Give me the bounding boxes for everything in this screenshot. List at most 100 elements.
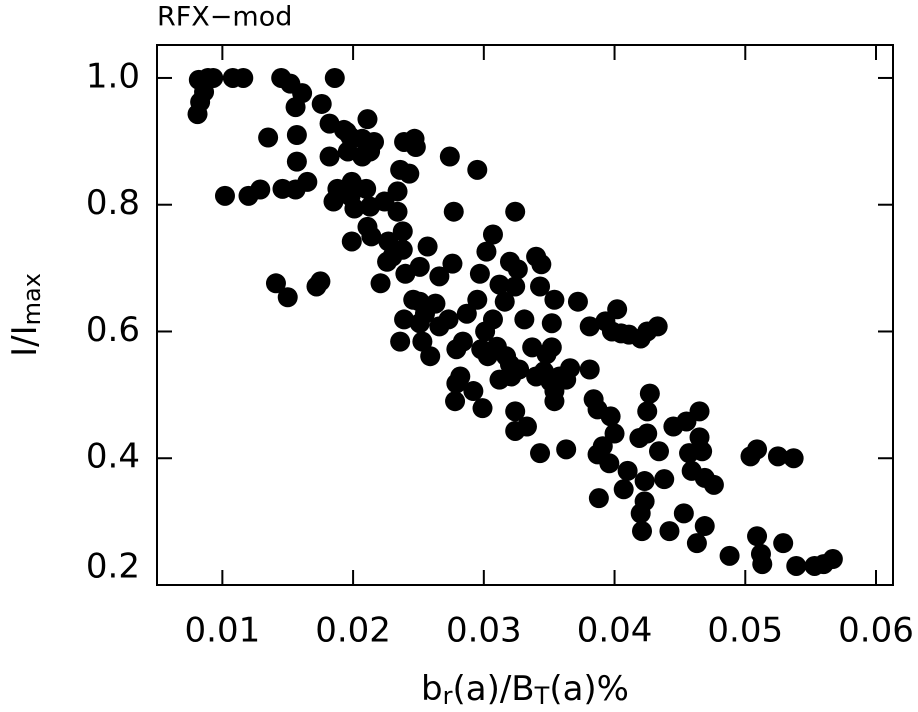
point xyxy=(686,533,707,554)
point xyxy=(233,67,254,88)
point xyxy=(617,460,638,481)
point xyxy=(438,309,459,330)
point xyxy=(446,373,467,394)
point xyxy=(514,309,535,330)
point xyxy=(285,97,306,118)
point xyxy=(463,381,484,402)
point xyxy=(692,441,713,462)
point xyxy=(588,488,609,509)
point xyxy=(567,291,588,312)
point xyxy=(489,274,510,295)
point xyxy=(377,251,398,272)
point xyxy=(446,339,467,360)
chart-title: RFX−mod xyxy=(157,2,292,33)
point xyxy=(405,137,426,158)
point xyxy=(443,201,464,222)
point xyxy=(604,423,625,444)
point xyxy=(311,93,332,114)
point xyxy=(694,516,715,537)
point xyxy=(392,239,413,260)
point xyxy=(647,316,668,337)
x-tick-label: 0.02 xyxy=(315,611,391,651)
point xyxy=(456,303,477,324)
point xyxy=(445,391,466,412)
x-tick-label: 0.01 xyxy=(185,611,261,651)
point xyxy=(439,146,460,167)
y-tick-label: 0.4 xyxy=(86,437,140,477)
point xyxy=(579,316,600,337)
point xyxy=(579,359,600,380)
point xyxy=(613,479,634,500)
point xyxy=(392,221,413,242)
point xyxy=(556,439,577,460)
x-tick-label: 0.06 xyxy=(838,611,914,651)
point xyxy=(277,287,298,308)
point xyxy=(752,554,773,575)
point xyxy=(297,171,318,192)
point xyxy=(364,131,385,152)
point xyxy=(324,67,345,88)
point xyxy=(352,146,373,167)
point xyxy=(505,420,526,441)
point xyxy=(637,423,658,444)
point xyxy=(673,503,694,524)
plot-frame xyxy=(156,44,894,586)
point xyxy=(370,273,391,294)
point xyxy=(472,398,493,419)
label-subscript: max xyxy=(18,273,46,325)
point xyxy=(341,231,362,252)
point xyxy=(390,331,411,352)
point xyxy=(265,273,286,294)
point xyxy=(654,469,675,490)
point xyxy=(505,201,526,222)
point xyxy=(630,503,651,524)
point xyxy=(286,125,307,145)
point xyxy=(409,256,430,277)
point xyxy=(361,226,382,247)
point xyxy=(469,263,490,284)
point xyxy=(544,289,565,310)
x-tick-label: 0.04 xyxy=(577,611,653,651)
point xyxy=(813,554,834,575)
point xyxy=(747,439,768,460)
point xyxy=(607,299,628,320)
point xyxy=(600,406,621,427)
label-text: b xyxy=(421,669,443,709)
point xyxy=(544,391,565,412)
point xyxy=(394,309,415,330)
point xyxy=(417,236,438,257)
point xyxy=(505,276,526,297)
point xyxy=(475,321,496,342)
point xyxy=(214,185,235,206)
point xyxy=(399,163,420,184)
point xyxy=(336,121,357,142)
point xyxy=(286,151,307,172)
point xyxy=(387,181,408,202)
point xyxy=(747,526,768,547)
point xyxy=(786,555,807,576)
point xyxy=(505,401,526,422)
x-tick-label: 0.03 xyxy=(446,611,522,651)
y-tick-label: 1.0 xyxy=(86,56,140,96)
y-tick-label: 0.2 xyxy=(86,547,140,587)
point xyxy=(541,313,562,334)
point xyxy=(659,521,680,542)
label-text: (a)/B xyxy=(452,669,534,709)
point xyxy=(482,224,503,245)
point xyxy=(719,545,740,566)
point xyxy=(599,453,620,474)
point xyxy=(648,441,669,462)
point xyxy=(689,401,710,422)
point xyxy=(783,448,804,469)
point xyxy=(531,254,552,275)
x-tick-label: 0.05 xyxy=(707,611,783,651)
point xyxy=(442,253,463,274)
point xyxy=(489,369,510,390)
point xyxy=(357,109,378,130)
point xyxy=(703,474,724,495)
point xyxy=(556,369,577,390)
point xyxy=(637,401,658,422)
label-text: I/I xyxy=(5,325,45,357)
point xyxy=(530,276,551,297)
